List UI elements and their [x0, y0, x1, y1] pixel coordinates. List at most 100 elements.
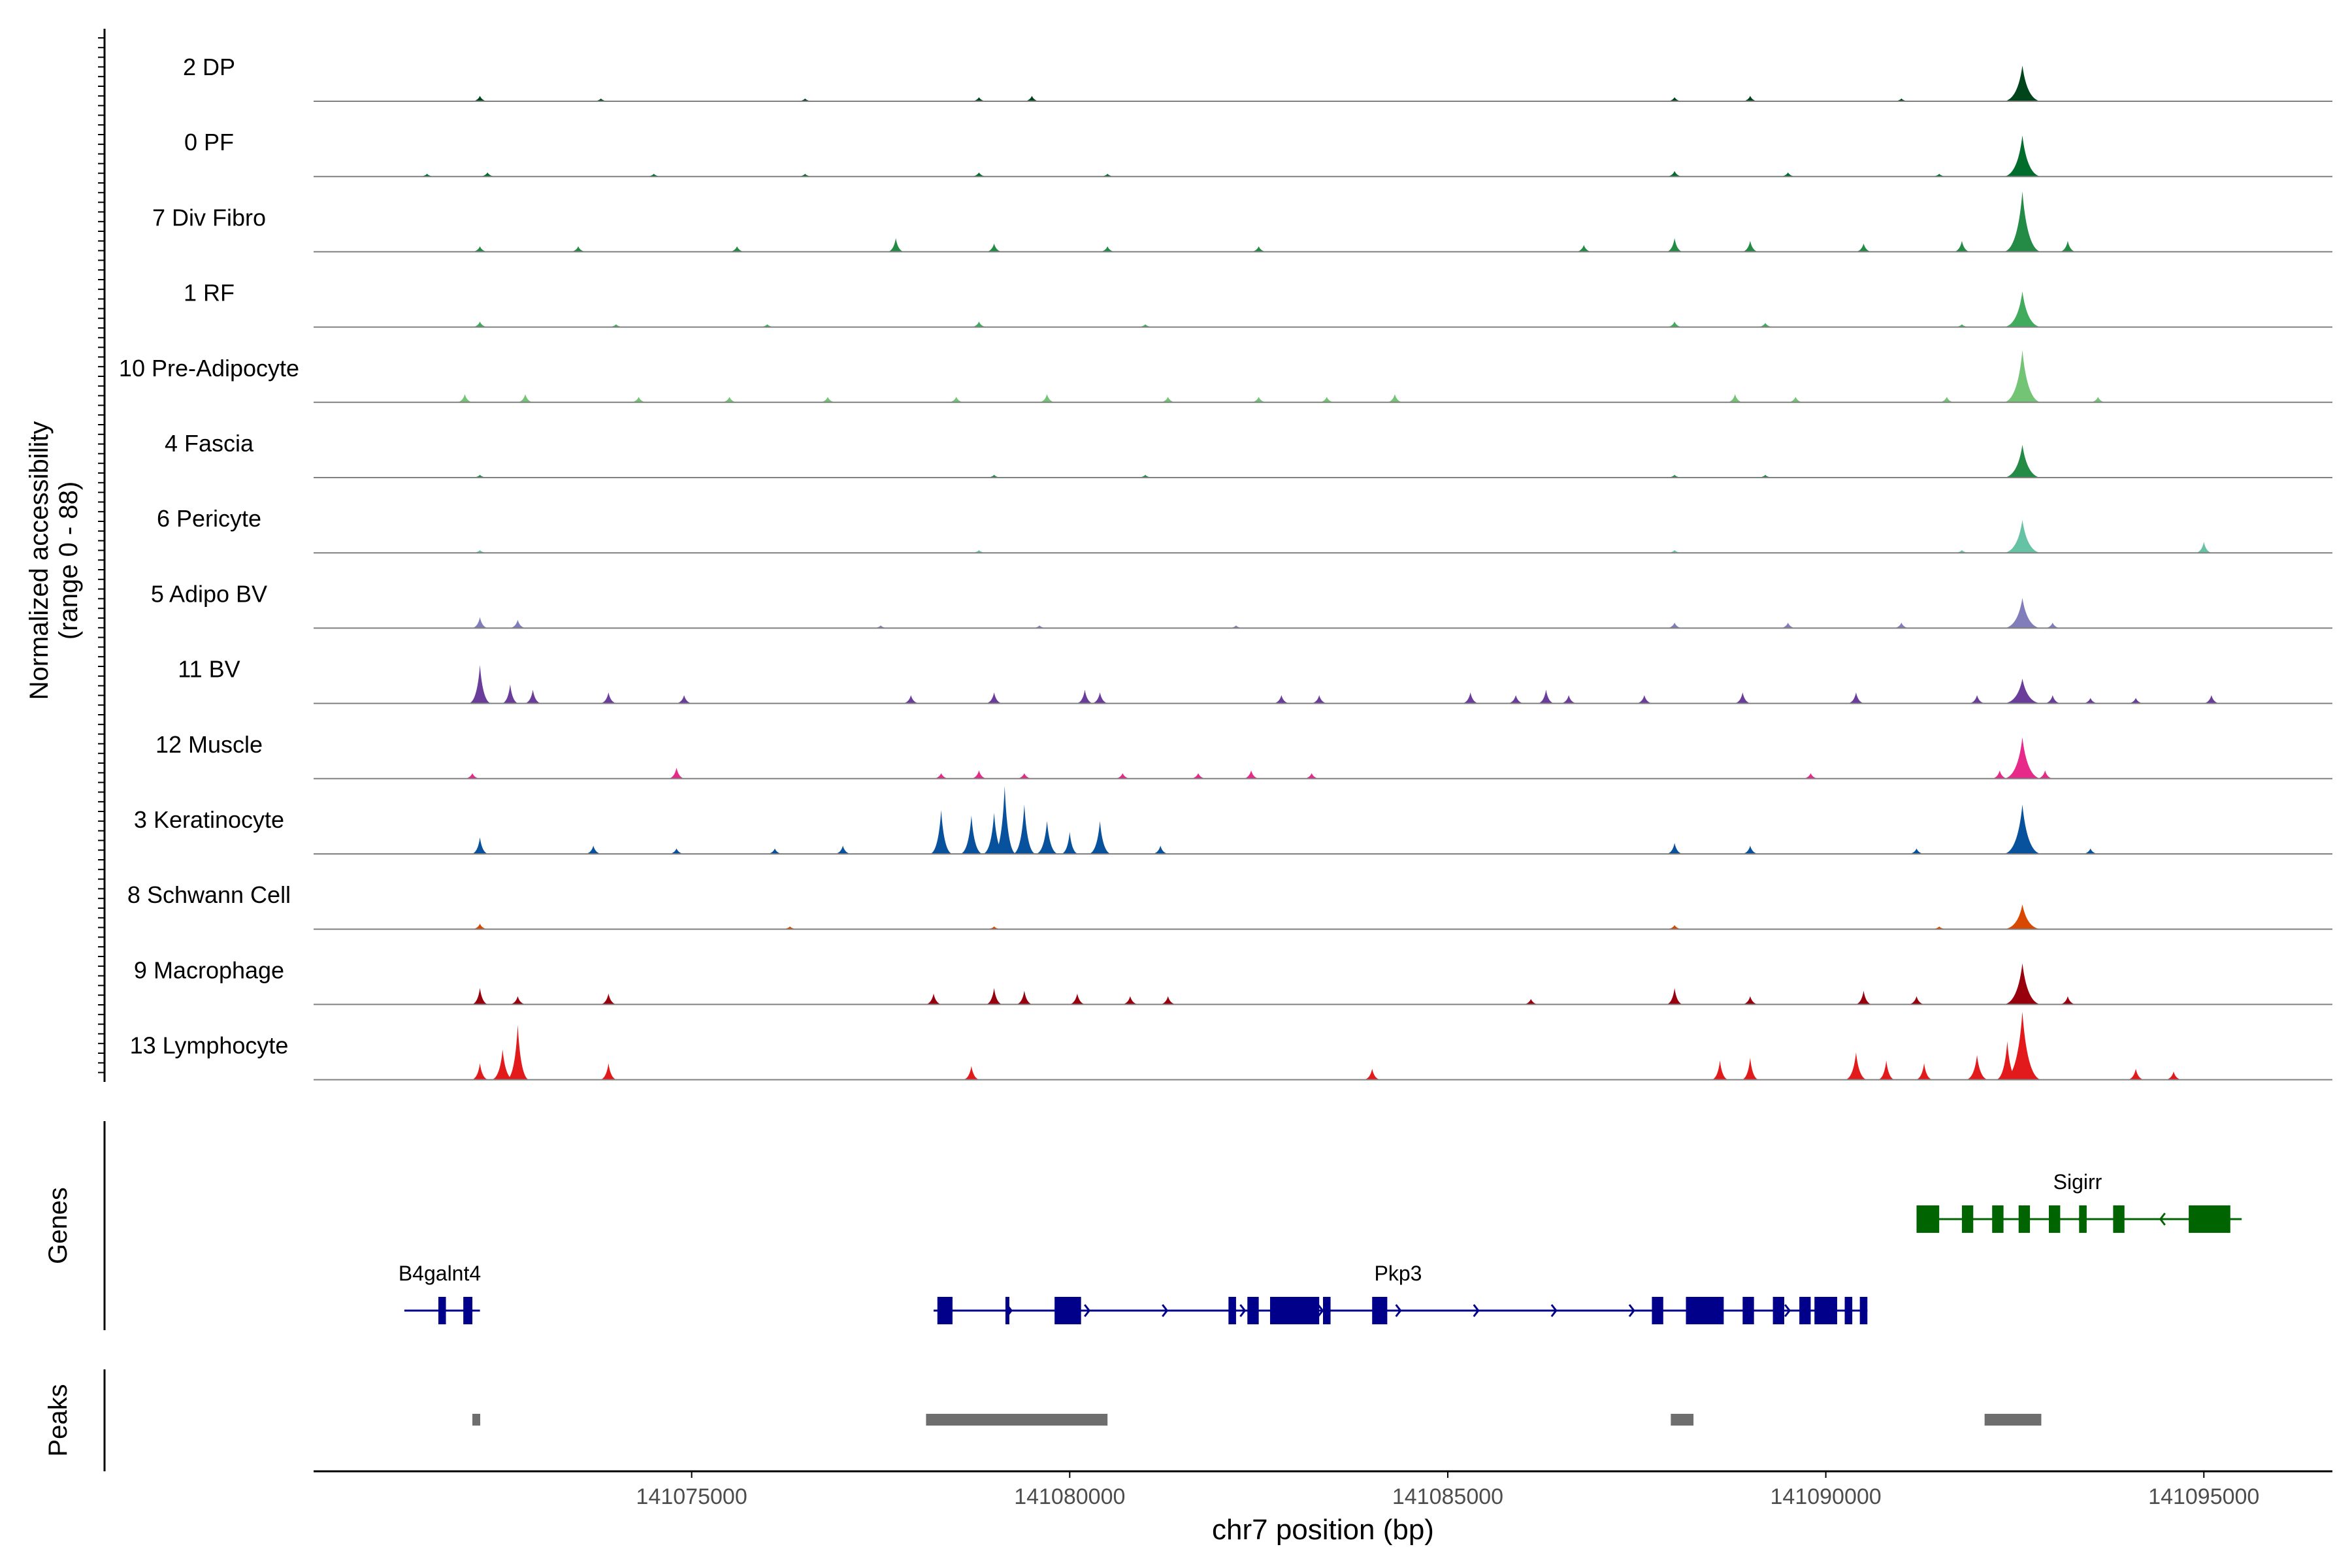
accessibility-peak: [1665, 988, 1684, 1005]
accessibility-peak: [1120, 996, 1139, 1005]
exon: [2189, 1205, 2230, 1233]
accessibility-peak: [818, 397, 837, 402]
accessibility-peak: [985, 474, 1004, 478]
accessibility-peak: [2164, 1071, 2183, 1080]
accessibility-peak: [455, 394, 474, 402]
track-label: 3 Keratinocyte: [134, 806, 284, 833]
accessibility-peak: [599, 1063, 618, 1080]
accessibility-peak: [470, 321, 489, 327]
exon: [2049, 1205, 2061, 1233]
peak-region: [926, 1414, 1108, 1426]
track-5: 4 Fascia: [165, 430, 2332, 478]
main-peak: [2002, 350, 2042, 402]
x-axis-title: chr7 position (bp): [1212, 1514, 1434, 1546]
accessibility-peak: [1665, 843, 1684, 854]
accessibility-peak: [2043, 695, 2062, 704]
track-label: 11 BV: [178, 656, 240, 683]
accessibility-peak: [1846, 692, 1865, 704]
accessibility-peak: [1725, 394, 1744, 402]
genes-track-label: Genes: [44, 1187, 73, 1264]
exon: [1916, 1205, 1940, 1233]
exon: [937, 1297, 953, 1324]
accessibility-peak: [1158, 397, 1177, 402]
accessibility-peak: [1665, 171, 1684, 177]
accessibility-peak: [675, 695, 694, 704]
accessibility-peak: [1995, 1041, 2019, 1080]
track-3: 1 RF: [184, 280, 2332, 328]
accessibility-peak: [470, 246, 489, 252]
accessibility-peak: [1030, 625, 1049, 629]
main-peak: [2002, 444, 2042, 478]
accessibility-peak: [781, 926, 800, 930]
accessibility-peak: [1088, 821, 1112, 854]
accessibility-peak: [985, 926, 1004, 930]
coverage-tracks: 2 DP 0 PF 7 Div Fibro 1 RF 10 Pre-Adipocyte 4…: [119, 54, 2332, 1081]
exon: [1844, 1297, 1853, 1324]
x-tick-label: 141080000: [1014, 1484, 1125, 1509]
accessibility-peak: [1854, 243, 1873, 252]
accessibility-peak: [1075, 689, 1094, 704]
accessibility-peak: [1012, 804, 1036, 854]
main-peak: [2002, 963, 2042, 1005]
gene-label: Sigirr: [2053, 1170, 2102, 1194]
accessibility-peak: [1786, 397, 1805, 402]
accessibility-peak: [470, 95, 489, 101]
accessibility-peak: [1113, 773, 1132, 779]
accessibility-peak: [1733, 692, 1752, 704]
strand-arrow: [1395, 1304, 1402, 1317]
accessibility-peak: [796, 98, 815, 101]
main-peak: [2002, 904, 2042, 930]
accessibility-peak: [470, 988, 489, 1005]
track-13: 13 Lymphocyte: [130, 1011, 2332, 1081]
track-label: 4 Fascia: [165, 430, 254, 457]
main-peak: [2002, 519, 2042, 553]
accessibility-peak: [1302, 773, 1321, 779]
accessibility-peak: [758, 324, 777, 327]
accessibility-peak: [1015, 990, 1034, 1005]
accessibility-peak: [667, 848, 686, 854]
accessibility-peak: [970, 172, 988, 177]
accessibility-peak: [1537, 689, 1556, 704]
gene-label: Pkp3: [1375, 1262, 1422, 1285]
x-tick-label: 141085000: [1392, 1484, 1503, 1509]
strand-arrow: [1162, 1304, 1169, 1317]
accessibility-peak: [1907, 848, 1926, 854]
track-4: 10 Pre-Adipocyte: [119, 350, 2332, 403]
accessibility-peak: [1952, 324, 1971, 327]
track-7: 5 Adipo BV: [151, 580, 2332, 629]
accessibility-peak: [1801, 773, 1820, 779]
accessibility-peak: [1665, 924, 1684, 930]
exon: [1247, 1297, 1259, 1324]
accessibility-peak: [887, 238, 906, 252]
accessibility-peak: [970, 550, 988, 553]
accessibility-peak: [970, 321, 988, 327]
accessibility-peak: [1363, 1068, 1382, 1080]
accessibility-peak: [1035, 821, 1059, 854]
accessibility-peak: [1665, 97, 1684, 101]
peaks-track-label: Peaks: [44, 1384, 73, 1456]
accessibility-peak: [1740, 845, 1759, 854]
accessibility-peak: [1226, 625, 1245, 629]
accessibility-peak: [871, 625, 890, 629]
track-label: 6 Pericyte: [157, 505, 261, 532]
peak-region: [1671, 1414, 1694, 1426]
main-peak: [2002, 1011, 2042, 1080]
exon: [1054, 1297, 1081, 1324]
strand-arrow: [1550, 1304, 1558, 1317]
accessibility-peak: [2058, 996, 2077, 1005]
accessibility-peak: [970, 770, 988, 779]
accessibility-peak: [1098, 246, 1117, 252]
accessibility-peak: [500, 684, 519, 704]
strand-arrow: [1628, 1304, 1635, 1317]
exon: [1799, 1297, 1811, 1324]
x-axis-ticks: 141075000 141080000 141085000 141090000 1410…: [636, 1471, 2259, 1509]
accessibility-peak: [2081, 848, 2100, 854]
accessibility-peak: [1385, 394, 1404, 402]
accessibility-peak: [1249, 397, 1268, 402]
main-peak: [2002, 291, 2042, 327]
exon: [1269, 1297, 1320, 1324]
exon: [1772, 1297, 1784, 1324]
accessibility-peak: [1740, 95, 1759, 101]
accessibility-peak: [1249, 246, 1268, 252]
accessibility-peak: [1756, 323, 1775, 327]
